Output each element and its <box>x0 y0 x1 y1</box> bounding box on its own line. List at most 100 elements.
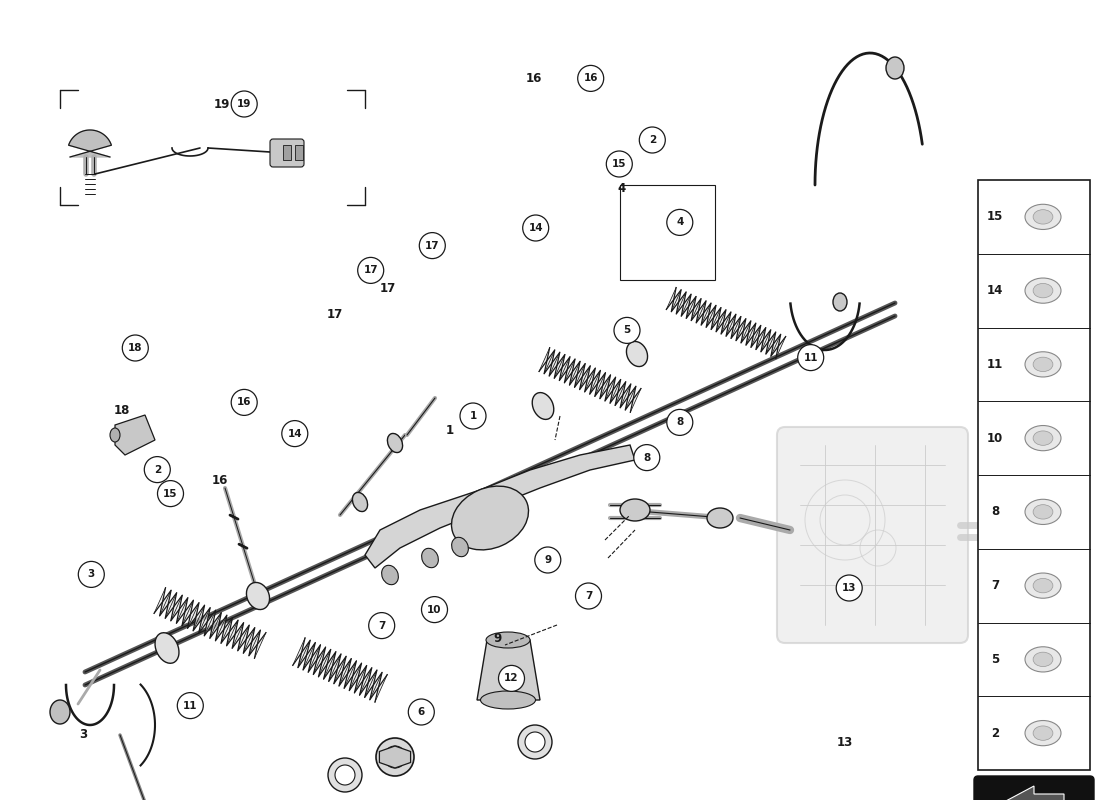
Ellipse shape <box>1025 278 1062 303</box>
Ellipse shape <box>50 700 70 724</box>
Text: 4: 4 <box>618 182 626 194</box>
Circle shape <box>419 233 446 258</box>
Ellipse shape <box>525 732 544 752</box>
Polygon shape <box>667 287 785 358</box>
Polygon shape <box>365 445 635 568</box>
Ellipse shape <box>376 738 414 776</box>
Text: 16: 16 <box>212 474 228 486</box>
FancyBboxPatch shape <box>270 139 304 167</box>
Ellipse shape <box>1025 352 1062 377</box>
Polygon shape <box>477 640 540 700</box>
Circle shape <box>358 258 384 283</box>
Ellipse shape <box>352 493 367 511</box>
Ellipse shape <box>626 342 648 366</box>
Text: 5: 5 <box>991 653 999 666</box>
Text: 7: 7 <box>585 591 592 601</box>
Circle shape <box>460 403 486 429</box>
Text: 17: 17 <box>363 266 378 275</box>
Circle shape <box>575 583 602 609</box>
Ellipse shape <box>1033 357 1053 371</box>
Circle shape <box>282 421 308 446</box>
Ellipse shape <box>155 633 179 663</box>
Polygon shape <box>293 638 387 702</box>
Text: 14: 14 <box>528 223 543 233</box>
Bar <box>978 180 1090 770</box>
Circle shape <box>578 66 604 91</box>
Polygon shape <box>116 415 155 455</box>
Text: 14: 14 <box>987 284 1003 297</box>
Text: 4: 4 <box>676 218 683 227</box>
Text: 1: 1 <box>470 411 476 421</box>
Circle shape <box>535 547 561 573</box>
Polygon shape <box>1004 786 1064 800</box>
Text: 11: 11 <box>803 353 818 362</box>
Ellipse shape <box>1025 721 1062 746</box>
Circle shape <box>522 215 549 241</box>
Ellipse shape <box>1025 499 1062 525</box>
Ellipse shape <box>1033 505 1053 519</box>
Circle shape <box>122 335 149 361</box>
Ellipse shape <box>518 725 552 759</box>
Text: 10: 10 <box>987 432 1003 445</box>
Ellipse shape <box>481 691 536 709</box>
Bar <box>295 145 302 160</box>
Ellipse shape <box>886 57 904 79</box>
Circle shape <box>144 457 170 482</box>
Ellipse shape <box>382 566 398 585</box>
Ellipse shape <box>620 499 650 521</box>
Polygon shape <box>539 348 641 412</box>
Text: 2: 2 <box>154 465 161 474</box>
Ellipse shape <box>1025 646 1062 672</box>
Text: 18: 18 <box>113 403 130 417</box>
Polygon shape <box>68 130 111 157</box>
Circle shape <box>368 613 395 638</box>
Ellipse shape <box>328 758 362 792</box>
Circle shape <box>667 210 693 235</box>
Text: 13: 13 <box>842 583 857 593</box>
Ellipse shape <box>1025 204 1062 230</box>
Ellipse shape <box>532 393 553 419</box>
Text: 12: 12 <box>504 674 519 683</box>
Text: 17: 17 <box>327 309 343 322</box>
Circle shape <box>798 345 824 370</box>
Circle shape <box>408 699 435 725</box>
Circle shape <box>836 575 862 601</box>
Text: 8: 8 <box>991 506 999 518</box>
Text: 19: 19 <box>236 99 252 109</box>
Text: 6: 6 <box>418 707 425 717</box>
Text: 2: 2 <box>991 726 999 740</box>
Ellipse shape <box>1025 573 1062 598</box>
Text: 3: 3 <box>79 729 87 742</box>
Text: 19: 19 <box>213 98 230 111</box>
Text: 8: 8 <box>676 418 683 427</box>
Ellipse shape <box>1033 283 1053 298</box>
Text: 16: 16 <box>236 398 252 407</box>
Ellipse shape <box>384 746 406 768</box>
FancyBboxPatch shape <box>974 776 1094 800</box>
Text: 15: 15 <box>163 489 178 498</box>
Polygon shape <box>154 588 266 658</box>
Ellipse shape <box>387 434 403 453</box>
Bar <box>620 185 715 280</box>
Ellipse shape <box>833 293 847 311</box>
Circle shape <box>231 390 257 415</box>
Text: 11: 11 <box>183 701 198 710</box>
Ellipse shape <box>707 508 733 528</box>
Text: 3: 3 <box>88 570 95 579</box>
Text: 15: 15 <box>612 159 627 169</box>
Text: 18: 18 <box>128 343 143 353</box>
Ellipse shape <box>246 582 270 610</box>
Text: 10: 10 <box>427 605 442 614</box>
Text: 9: 9 <box>494 631 502 645</box>
Circle shape <box>157 481 184 506</box>
Text: 13: 13 <box>837 737 854 750</box>
Circle shape <box>614 318 640 343</box>
Circle shape <box>421 597 448 622</box>
Circle shape <box>498 666 525 691</box>
Text: 5: 5 <box>624 326 630 335</box>
Text: 17: 17 <box>425 241 440 250</box>
Text: 7: 7 <box>378 621 385 630</box>
Ellipse shape <box>452 538 469 557</box>
Circle shape <box>231 91 257 117</box>
Text: 11: 11 <box>987 358 1003 371</box>
